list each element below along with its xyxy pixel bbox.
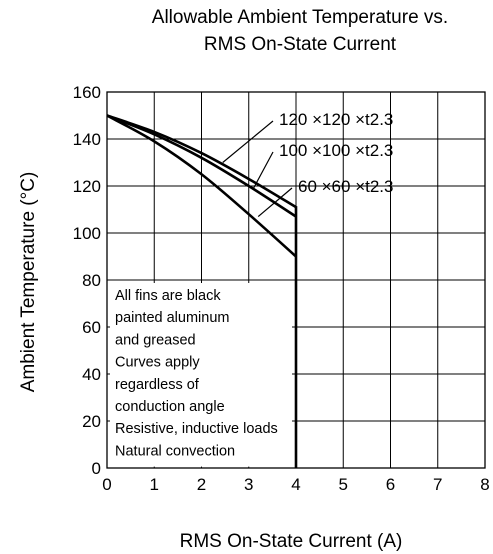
y-tick-label-8: 160	[73, 83, 101, 102]
annotation-line-0: All fins are black	[115, 288, 221, 304]
series-line-0	[106, 114, 297, 209]
series-leaders	[222, 120, 293, 218]
x-tick-label-3: 3	[244, 475, 253, 494]
x-tick-label-0: 0	[102, 475, 111, 494]
y-axis-label: Ambient Temperature (°C)	[18, 172, 39, 393]
series-leader-1	[252, 151, 274, 189]
series-label-0: 120 ×120 ×t2.3	[279, 110, 393, 129]
annotation-line-4: regardless of	[115, 377, 200, 393]
y-tick-label-5: 100	[73, 224, 101, 243]
x-tick-label-2: 2	[197, 475, 206, 494]
annotation-line-7: Natural convection	[115, 443, 235, 459]
series-line-1	[106, 114, 297, 218]
y-tick-label-1: 20	[82, 412, 101, 431]
annotation-background	[110, 283, 292, 467]
series-labels: 120 ×120 ×t2.3 100 ×100 ×t2.3 60 ×60 ×t2.3	[279, 110, 393, 196]
x-tick-label-1: 1	[150, 475, 159, 494]
y-tick-label-3: 60	[82, 318, 101, 337]
annotation-line-1: painted aluminum	[115, 310, 229, 326]
grid	[107, 92, 485, 468]
y-tick-label-7: 140	[73, 130, 101, 149]
y-tick-label-0: 0	[92, 459, 101, 478]
chart-title-line-2: RMS On-State Current	[204, 34, 397, 55]
x-tick-labels: 0 1 2 3 4 5 6 7 8	[102, 475, 489, 494]
x-axis-label: RMS On-State Current (A)	[180, 531, 403, 552]
series-leader-0	[222, 120, 274, 163]
annotation-line-6: Resistive, inductive loads	[115, 421, 278, 437]
annotation-line-5: conduction angle	[115, 399, 225, 415]
series-label-2: 60 ×60 ×t2.3	[298, 177, 393, 196]
y-tick-labels: 0 20 40 60 80 100 120 140 160	[73, 83, 101, 478]
annotation-line-2: and greased	[115, 332, 196, 348]
y-tick-label-6: 120	[73, 177, 101, 196]
y-tick-label-4: 80	[82, 271, 101, 290]
series-label-1: 100 ×100 ×t2.3	[279, 141, 393, 160]
x-tick-label-4: 4	[291, 475, 300, 494]
annotation-line-3: Curves apply	[115, 355, 200, 371]
curves	[106, 114, 298, 468]
x-tick-label-5: 5	[339, 475, 348, 494]
x-tick-label-8: 8	[480, 475, 489, 494]
x-tick-label-6: 6	[386, 475, 395, 494]
chart-title-line-1: Allowable Ambient Temperature vs.	[152, 7, 448, 28]
series-leader-2	[257, 187, 293, 218]
y-tick-label-2: 40	[82, 365, 101, 384]
x-tick-label-7: 7	[433, 475, 442, 494]
annotation-box: All fins are black painted aluminum and gr…	[110, 283, 292, 467]
series-line-2	[106, 114, 297, 258]
